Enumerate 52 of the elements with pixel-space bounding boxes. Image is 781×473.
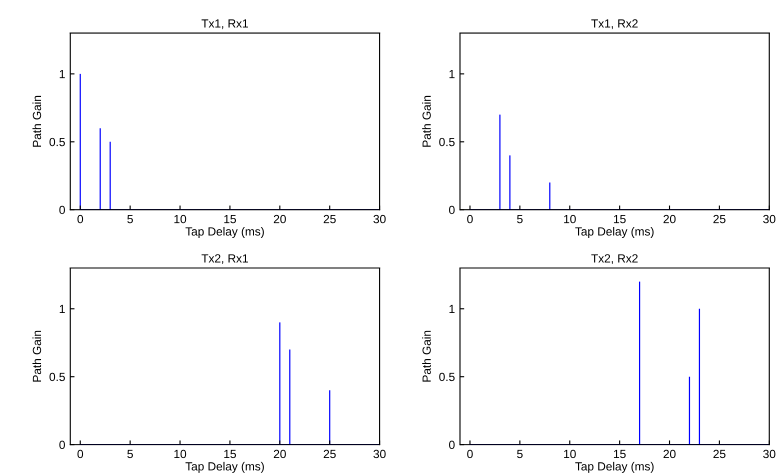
x-tick-label: 10 [174,450,186,458]
chart-title: Tx1, Rx1 [202,19,248,30]
x-tick-label: 20 [664,450,676,458]
x-tick-label: 25 [324,450,336,458]
x-tick-label: 5 [127,450,133,458]
x-tick-label: 10 [564,450,576,458]
y-tick-label: 0.5 [439,372,455,382]
x-tick-label: 10 [564,214,576,224]
y-tick-label: 1 [60,70,65,78]
x-tick-label: 30 [373,214,386,224]
y-tick-label: 0 [59,440,65,450]
x-tick-label: 25 [324,214,336,224]
y-tick-label: 0.5 [49,372,65,382]
x-tick-label: 30 [373,450,386,458]
y-tick-label: 0 [449,206,455,214]
y-axis-title: Path Gain [422,330,431,382]
chart-title: Tx1, Rx2 [591,19,638,30]
x-tick-label: 15 [614,450,626,458]
y-tick-label: 0 [449,440,455,450]
y-tick-label: 0.5 [439,138,455,146]
x-tick-label: 15 [224,215,236,224]
x-tick-label: 10 [174,214,186,224]
x-tick-label: 5 [517,450,523,458]
y-tick-label: 0.5 [49,138,65,146]
x-tick-label: 15 [614,215,626,224]
x-tick-label: 20 [274,214,286,224]
x-tick-label: 25 [713,214,726,224]
y-axis-title: Path Gain [32,96,42,147]
x-tick-label: 5 [127,215,133,224]
x-axis-title: Tap Delay (ms) [575,462,654,473]
y-axis-title: Path Gain [32,330,42,382]
x-tick-label: 20 [274,450,286,458]
x-tick-label: 0 [77,214,84,224]
x-tick-label: 25 [713,450,726,458]
x-axis-title: Tap Delay (ms) [186,226,264,238]
y-tick-label: 1 [449,304,455,314]
y-tick-label: 1 [60,304,65,314]
x-tick-label: 30 [763,214,776,224]
chart-title: Tx2, Rx1 [202,254,248,264]
y-tick-label: 1 [449,70,455,78]
y-axis-title: Path Gain [422,96,431,147]
x-tick-label: 20 [664,214,676,224]
x-tick-label: 30 [763,450,776,458]
y-tick-label: 0 [59,206,65,214]
x-tick-label: 0 [77,450,84,458]
x-tick-label: 15 [224,450,236,458]
x-tick-label: 0 [467,450,473,458]
chart-title: Tx2, Rx2 [591,254,638,264]
x-tick-label: 5 [517,215,523,224]
x-axis-title: Tap Delay (ms) [575,226,654,238]
x-axis-title: Tap Delay (ms) [186,462,264,473]
x-tick-label: 0 [467,214,473,224]
